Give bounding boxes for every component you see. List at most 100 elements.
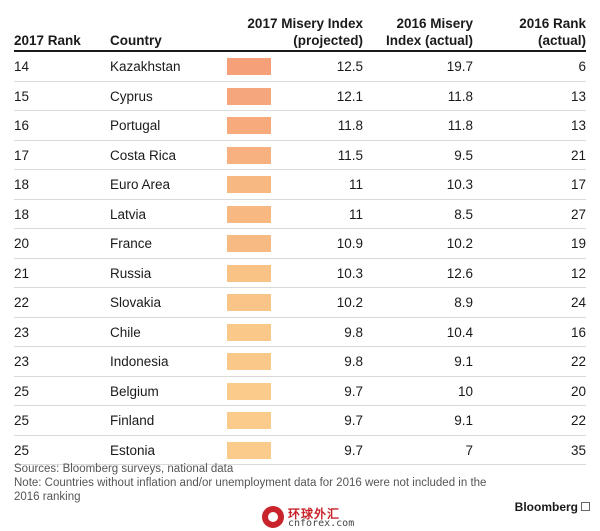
watermark-text: 环球外汇 bbox=[288, 507, 341, 521]
misery-2017-cell: 9.7 bbox=[344, 383, 363, 399]
footer-sources: Sources: Bloomberg surveys, national dat… bbox=[14, 463, 234, 475]
misery-swatch bbox=[227, 412, 271, 429]
rank-2017-cell: 17 bbox=[14, 147, 30, 163]
country-cell: France bbox=[110, 236, 153, 251]
misery-2016-cell: 9.5 bbox=[454, 147, 473, 163]
header-divider bbox=[14, 50, 586, 52]
country-cell: Latvia bbox=[110, 206, 147, 222]
misery-2016-cell: 11.8 bbox=[447, 88, 473, 104]
table-row: 20 France 10.9 10.2 19 bbox=[0, 229, 600, 259]
table-row: 18 Latvia 11 8.5 27 bbox=[0, 200, 600, 229]
table-row: 25 Finland 9.7 9.1 22 bbox=[0, 406, 600, 436]
row-divider bbox=[14, 110, 586, 111]
row-divider bbox=[14, 198, 586, 200]
bloomberg-mark-icon bbox=[581, 502, 590, 511]
footer: Sources: Bloomberg surveys, national dat… bbox=[14, 462, 494, 504]
rank-2017-cell: 22 bbox=[14, 295, 30, 310]
table-header: 2017 Rank Country 2017 Misery Index (pro… bbox=[0, 0, 600, 52]
header-2016-misery-index: 2016 Misery Index (actual) bbox=[386, 15, 473, 49]
rank-2017-cell: 15 bbox=[14, 88, 30, 104]
row-divider bbox=[14, 375, 586, 377]
misery-2016-cell: 19.7 bbox=[446, 59, 473, 74]
misery-2017-cell: 11.5 bbox=[337, 147, 363, 163]
table-row: 25 Estonia 9.7 7 35 bbox=[0, 436, 600, 465]
country-cell: Cyprus bbox=[110, 88, 153, 104]
misery-swatch bbox=[227, 323, 271, 341]
header-2017-misery-line2: (projected) bbox=[293, 33, 363, 48]
misery-swatch bbox=[227, 382, 271, 400]
table-row: 23 Indonesia 9.8 9.1 22 bbox=[0, 347, 600, 377]
row-divider bbox=[14, 405, 586, 406]
watermark: 环球外汇 cnforex.com bbox=[262, 506, 355, 531]
rank-2017-cell: 23 bbox=[14, 324, 30, 340]
row-divider bbox=[14, 139, 586, 141]
row-divider bbox=[14, 80, 586, 82]
rank-2016-cell: 6 bbox=[578, 59, 586, 74]
misery-2017-cell: 12.1 bbox=[336, 88, 363, 104]
header-2016-rank: 2016 Rank (actual) bbox=[519, 15, 586, 49]
row-divider bbox=[14, 287, 586, 288]
misery-2017-cell: 11 bbox=[348, 206, 363, 222]
watermark-logo-icon bbox=[262, 506, 284, 528]
misery-2017-cell: 12.5 bbox=[336, 59, 363, 74]
row-divider bbox=[14, 346, 586, 347]
rank-2017-cell: 25 bbox=[14, 383, 30, 399]
country-cell: Russia bbox=[110, 265, 152, 281]
table-row: 14 Kazakhstan 12.5 19.7 6 bbox=[0, 52, 600, 82]
rank-2017-cell: 18 bbox=[14, 206, 30, 222]
country-cell: Kazakhstan bbox=[110, 59, 181, 74]
misery-2016-cell: 8.5 bbox=[454, 206, 473, 222]
rank-2016-cell: 13 bbox=[570, 118, 586, 133]
rank-2017-cell: 25 bbox=[14, 442, 30, 458]
misery-2017-cell: 10.2 bbox=[336, 295, 363, 310]
table-row: 15 Cyprus 12.1 11.8 13 bbox=[0, 82, 600, 111]
rank-2017-cell: 25 bbox=[14, 413, 30, 428]
table-row: 21 Russia 10.3 12.6 12 bbox=[0, 259, 600, 288]
misery-swatch bbox=[227, 441, 271, 459]
rank-2016-cell: 22 bbox=[570, 413, 586, 428]
header-2017-misery-index: 2017 Misery Index (projected) bbox=[247, 15, 363, 49]
header-2017-misery-line1: 2017 Misery Index bbox=[247, 16, 363, 31]
misery-2017-cell: 11 bbox=[348, 177, 363, 192]
rank-2017-cell: 20 bbox=[14, 236, 30, 251]
rank-2017-cell: 23 bbox=[14, 354, 30, 369]
misery-swatch bbox=[227, 176, 271, 193]
misery-2017-cell: 9.8 bbox=[344, 324, 363, 340]
rank-2016-cell: 20 bbox=[570, 383, 586, 399]
table-row: 17 Costa Rica 11.5 9.5 21 bbox=[0, 141, 600, 170]
misery-swatch bbox=[227, 87, 271, 105]
misery-2017-cell: 11.8 bbox=[337, 118, 363, 133]
header-2016-misery-line1: 2016 Misery bbox=[396, 16, 473, 31]
country-cell: Portugal bbox=[110, 118, 161, 133]
watermark-url: cnforex.com bbox=[288, 518, 355, 529]
misery-2017-cell: 9.7 bbox=[344, 413, 363, 428]
row-divider bbox=[14, 169, 586, 170]
country-cell: Costa Rica bbox=[110, 147, 177, 163]
table-row: 16 Portugal 11.8 11.8 13 bbox=[0, 111, 600, 141]
misery-2016-cell: 10.3 bbox=[446, 177, 473, 192]
row-divider bbox=[14, 434, 586, 436]
rank-2017-cell: 18 bbox=[14, 177, 30, 192]
misery-swatch bbox=[227, 235, 271, 252]
table-row: 23 Chile 9.8 10.4 16 bbox=[0, 318, 600, 347]
misery-2016-cell: 10 bbox=[457, 383, 473, 399]
table-row: 25 Belgium 9.7 10 20 bbox=[0, 377, 600, 406]
misery-2017-cell: 9.7 bbox=[344, 442, 363, 458]
bloomberg-logo: Bloomberg bbox=[514, 500, 578, 514]
row-divider bbox=[14, 228, 586, 229]
misery-2016-cell: 7 bbox=[465, 442, 473, 458]
misery-2016-cell: 8.9 bbox=[454, 295, 473, 310]
header-2016-misery-line2: Index (actual) bbox=[385, 33, 473, 48]
rank-2016-cell: 16 bbox=[570, 324, 586, 340]
header-2016-rank-line1: 2016 Rank bbox=[519, 16, 586, 31]
misery-2016-cell: 10.4 bbox=[446, 324, 473, 340]
country-cell: Finland bbox=[110, 413, 155, 428]
rank-2016-cell: 21 bbox=[570, 147, 586, 163]
row-divider bbox=[14, 316, 586, 318]
rank-2016-cell: 19 bbox=[570, 236, 586, 251]
rank-2016-cell: 13 bbox=[570, 88, 586, 104]
header-2017-rank: 2017 Rank bbox=[14, 33, 81, 48]
misery-2016-cell: 9.1 bbox=[454, 354, 473, 369]
rank-2016-cell: 12 bbox=[570, 265, 586, 281]
misery-swatch bbox=[227, 205, 271, 223]
